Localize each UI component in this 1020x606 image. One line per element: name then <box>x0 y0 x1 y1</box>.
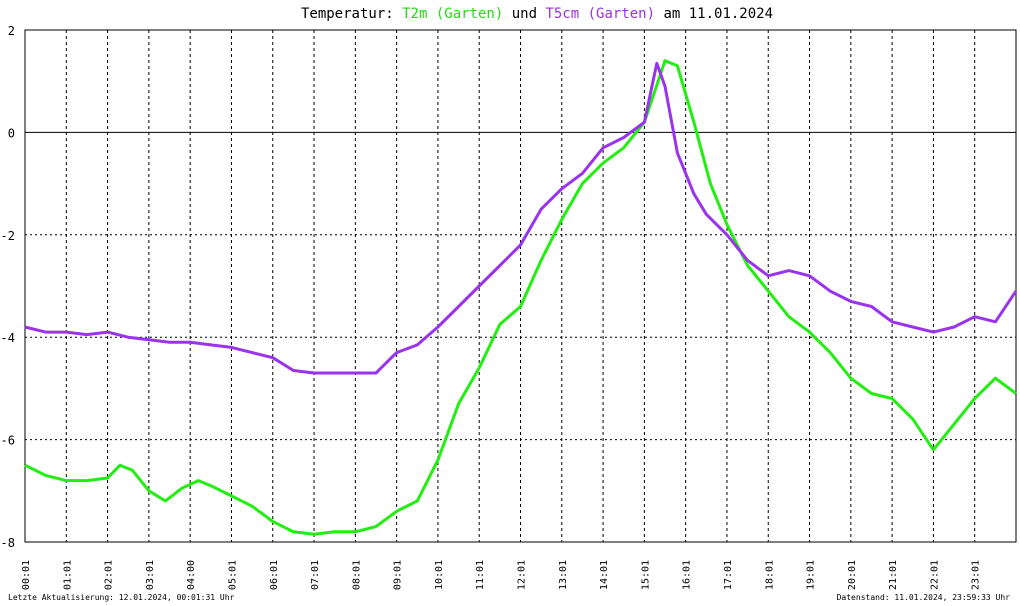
x-tick-label: 02:01 <box>104 560 115 590</box>
x-tick-label: 04:00 <box>186 560 197 590</box>
plot-frame <box>24 29 1017 543</box>
x-tick-label: 21:01 <box>888 560 899 590</box>
title-series-t5cm: T5cm (Garten) <box>545 6 655 22</box>
x-tick-label: 16:01 <box>682 560 693 590</box>
x-tick-label: 00:01 <box>21 560 32 590</box>
x-tick-label: 10:01 <box>434 560 445 590</box>
x-tick-label: 01:01 <box>62 560 73 590</box>
x-tick-label: 22:01 <box>929 560 940 590</box>
x-tick-label: 06:01 <box>269 560 280 590</box>
chart-title: Temperatur: T2m (Garten) und T5cm (Garte… <box>301 6 773 22</box>
x-tick-label: 07:01 <box>310 560 321 590</box>
y-tick-label: 0 <box>8 126 15 140</box>
y-tick-label: 2 <box>8 24 15 38</box>
last-update-text: Letzte Aktualisierung: 12.01.2024, 00:01… <box>8 593 235 602</box>
x-tick-label: 23:01 <box>971 560 982 590</box>
title-prefix: Temperatur: <box>301 6 402 22</box>
x-tick-label: 17:01 <box>723 560 734 590</box>
title-series-t2m: T2m (Garten) <box>402 6 503 22</box>
series-line-t5cm <box>24 61 1018 375</box>
x-tick-label: 03:01 <box>145 560 156 590</box>
x-tick-label: 12:01 <box>517 560 528 590</box>
y-tick-label: -2 <box>1 229 15 243</box>
axes: 2 0 -2 -4 -6 -8 00:01 01:01 02:01 03:01 04:00 05:01… <box>1 24 1017 590</box>
y-tick-label: -4 <box>1 331 15 345</box>
x-tick-label: 15:01 <box>640 560 651 590</box>
data-status-text: Datenstand: 11.01.2024, 23:59:33 Uhr <box>836 593 1010 602</box>
y-tick-label: -6 <box>1 434 15 448</box>
title-suffix: am 11.01.2024 <box>655 6 773 22</box>
x-tick-label: 18:01 <box>764 560 775 590</box>
x-tick-label: 08:01 <box>351 560 362 590</box>
title-mid: und <box>503 6 545 22</box>
series <box>24 59 1018 536</box>
x-tick-label: 14:01 <box>599 560 610 590</box>
y-tick-label: -8 <box>1 536 15 550</box>
x-tick-label: 11:01 <box>475 560 486 590</box>
x-tick-label: 05:01 <box>227 560 238 590</box>
x-tick-label: 20:01 <box>847 560 858 590</box>
grid <box>24 29 1016 543</box>
series-line-t2m <box>24 59 1017 536</box>
x-tick-label: 09:01 <box>393 560 404 590</box>
x-tick-label: 19:01 <box>806 560 817 590</box>
x-tick-label: 13:01 <box>558 560 569 590</box>
